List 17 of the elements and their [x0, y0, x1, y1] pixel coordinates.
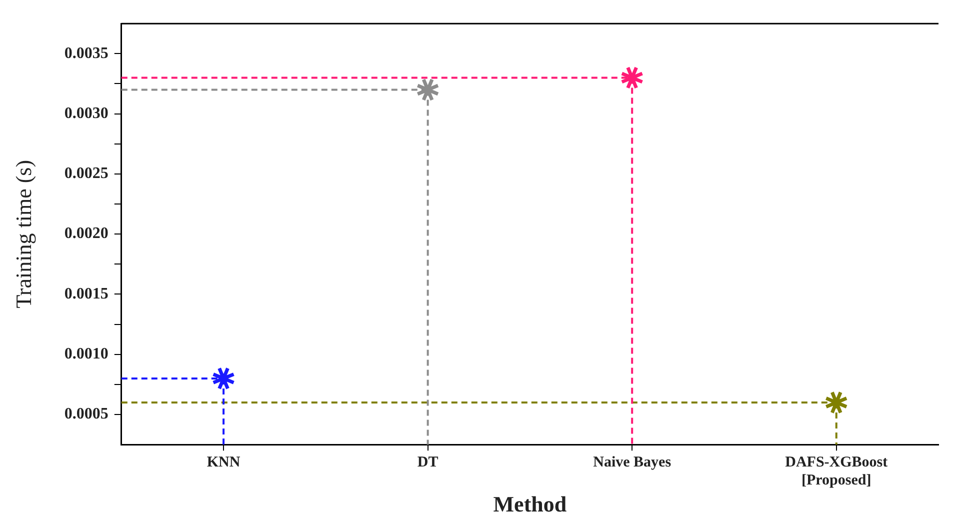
- y-tick-label: 0.0020: [64, 225, 108, 242]
- y-tick-label: 0.0005: [64, 406, 108, 423]
- point: [620, 66, 644, 90]
- x-axis-title: Method: [493, 491, 567, 516]
- point: [824, 390, 848, 414]
- y-tick-label: 0.0030: [64, 104, 108, 122]
- x-tick-label: Naive Bayes: [593, 454, 672, 470]
- x-tick-label: DAFS-XGBoost [Proposed]: [785, 454, 888, 488]
- x-tick-label: KNN: [206, 454, 240, 470]
- x-tick-label: DT: [417, 454, 438, 470]
- point: [416, 78, 440, 102]
- y-tick-label: 0.0035: [64, 44, 108, 62]
- y-tick-label: 0.0010: [64, 346, 108, 363]
- point: [212, 366, 236, 390]
- y-axis-title: Training time (s): [10, 160, 36, 308]
- y-tick-label: 0.0015: [64, 285, 108, 302]
- y-tick-label: 0.0025: [64, 165, 108, 182]
